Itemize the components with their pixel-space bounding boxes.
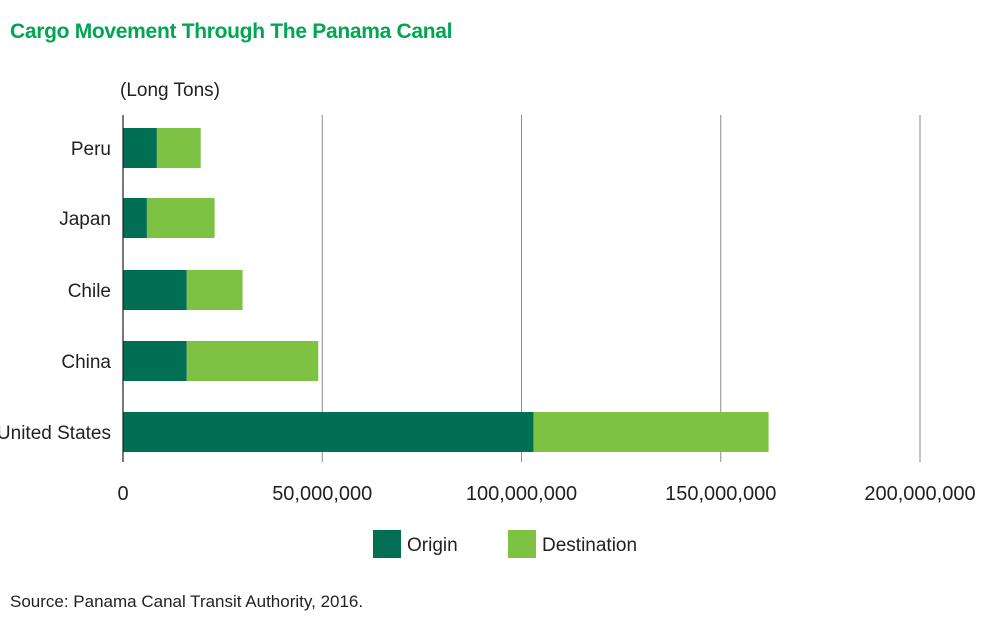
source-note: Source: Panama Canal Transit Authority, …	[10, 592, 364, 611]
bar-destination-united-states	[533, 412, 769, 452]
category-label: Chile	[68, 281, 111, 302]
category-label: United States	[0, 423, 111, 444]
x-tick-label: 150,000,000	[665, 483, 776, 505]
x-tick-label: 200,000,000	[864, 483, 975, 505]
bar-chart: Peru Japan Chile China United States 0 50,000,…	[0, 115, 976, 558]
x-tick-label: 100,000,000	[466, 483, 577, 505]
legend-swatch-destination	[508, 530, 536, 558]
bar-origin-china	[123, 341, 187, 381]
x-tick-label: 0	[117, 483, 128, 505]
legend-label-origin: Origin	[407, 535, 458, 556]
unit-label: (Long Tons)	[120, 80, 220, 101]
category-label: China	[61, 352, 111, 373]
category-label: Peru	[71, 139, 111, 160]
bar-origin-japan	[123, 198, 147, 238]
legend-label-destination: Destination	[542, 535, 637, 556]
legend-swatch-origin	[373, 530, 401, 558]
x-tick-label: 50,000,000	[272, 483, 372, 505]
bar-origin-chile	[123, 270, 187, 310]
bar-origin-peru	[123, 128, 157, 168]
category-label: Japan	[59, 209, 111, 230]
chart-title: Cargo Movement Through The Panama Canal	[10, 20, 453, 43]
bar-destination-peru	[156, 128, 201, 168]
bar-destination-chile	[186, 270, 243, 310]
bar-destination-china	[186, 341, 319, 381]
bar-destination-japan	[146, 198, 215, 238]
bar-origin-united-states	[123, 412, 534, 452]
